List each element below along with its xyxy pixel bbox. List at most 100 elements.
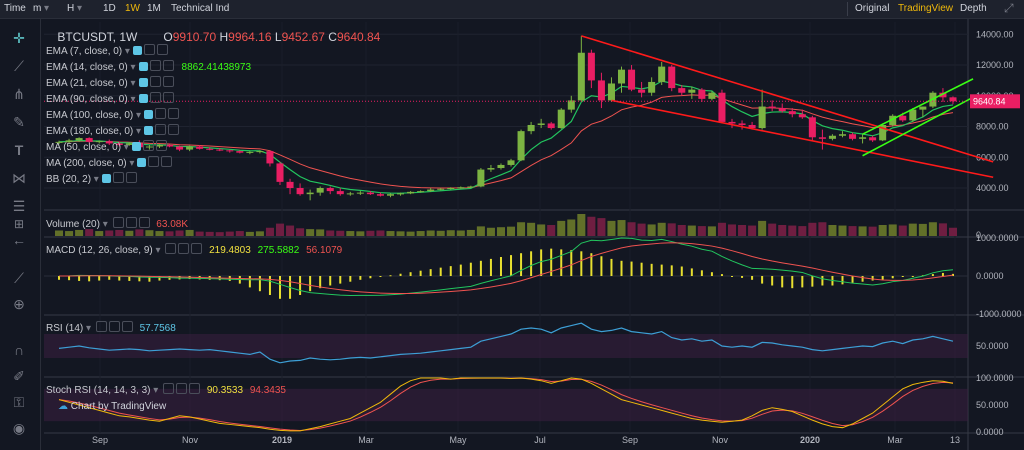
interval-1w[interactable]: 1W xyxy=(125,3,140,14)
eye-icon[interactable] xyxy=(144,110,154,119)
eye-icon[interactable] xyxy=(144,126,154,135)
descending-trendline-upper xyxy=(581,35,994,163)
fullscreen-icon[interactable]: ⤢ xyxy=(1004,1,1014,15)
close-icon[interactable] xyxy=(162,60,174,71)
tradingview-watermark[interactable]: ☁ Chart by TradingView xyxy=(58,401,167,412)
volume-bar xyxy=(517,222,526,236)
hour-menu[interactable]: H xyxy=(67,3,75,14)
close-icon[interactable] xyxy=(168,108,180,119)
lock-draw-icon[interactable]: ✐ xyxy=(13,368,25,384)
settings-icon[interactable] xyxy=(148,156,160,167)
minute-menu[interactable]: m xyxy=(33,3,42,14)
pitchfork-icon[interactable]: ⋔ xyxy=(13,86,25,102)
volume-bar xyxy=(155,231,164,236)
settings-icon[interactable] xyxy=(142,140,154,151)
magnet-icon[interactable]: ∩ xyxy=(13,342,25,358)
open-value: 9910.70 xyxy=(172,30,217,44)
settings-icon[interactable] xyxy=(149,60,161,71)
settings-icon[interactable] xyxy=(155,124,167,135)
close-icon[interactable] xyxy=(155,140,167,151)
fib-icon[interactable]: ☰ xyxy=(12,198,26,214)
chevron-down-icon[interactable]: ▾ xyxy=(127,62,136,73)
eye-icon[interactable] xyxy=(138,78,148,87)
eye-icon[interactable]: ◉ xyxy=(12,420,26,436)
macd-hist-bar xyxy=(911,276,914,277)
indicator-legend-item[interactable]: EMA (100, close, 0) ▾ xyxy=(46,108,180,121)
candle-body xyxy=(728,121,736,124)
settings-icon[interactable] xyxy=(143,44,155,55)
close-icon[interactable] xyxy=(156,44,168,55)
chevron-down-icon[interactable]: ▾ xyxy=(126,158,135,169)
candle-body xyxy=(457,187,465,189)
candle-body xyxy=(899,115,907,121)
eye-icon[interactable] xyxy=(101,174,111,183)
volume-bar xyxy=(165,231,174,236)
volume-bar xyxy=(416,231,425,236)
x-axis-label: 2019 xyxy=(272,435,292,445)
indicator-legend-item[interactable]: BB (20, 2) ▾ xyxy=(46,172,137,185)
settings-icon[interactable] xyxy=(149,92,161,103)
settings-icon[interactable] xyxy=(141,33,149,41)
candle-body xyxy=(718,92,726,122)
trendline-icon[interactable]: ⟋ xyxy=(14,58,24,74)
volume-bar xyxy=(838,225,847,236)
technical-indicators-button[interactable]: Technical Ind xyxy=(171,3,230,14)
hide-icon[interactable] xyxy=(152,33,160,41)
chevron-down-icon[interactable]: ▾ xyxy=(127,94,136,105)
chevron-down-icon[interactable]: ▾ xyxy=(44,3,50,14)
macd-hist-bar xyxy=(620,260,623,276)
chevron-down-icon[interactable]: ▾ xyxy=(122,46,130,57)
indicator-legend-item[interactable]: EMA (7, close, 0) ▾ xyxy=(46,44,168,57)
eye-icon[interactable] xyxy=(138,62,148,71)
depth-view-button[interactable]: Depth xyxy=(960,3,987,14)
indicator-legend-item[interactable]: MA (200, close, 0) ▾ xyxy=(46,156,173,169)
volume-bar xyxy=(426,230,435,236)
settings-icon[interactable] xyxy=(112,172,124,183)
volume-bar xyxy=(396,231,405,236)
eye-icon[interactable] xyxy=(137,158,147,167)
eye-icon[interactable] xyxy=(138,94,148,103)
back-arrow-icon[interactable]: ← xyxy=(12,232,26,248)
chevron-down-icon[interactable]: ▾ xyxy=(121,142,129,153)
pattern-icon[interactable]: ⋈ xyxy=(12,170,26,186)
close-icon[interactable] xyxy=(168,124,180,135)
crosshair-icon[interactable]: ✛ xyxy=(13,30,25,46)
candle-body xyxy=(75,138,83,141)
macd-hist-bar xyxy=(590,253,593,276)
brush-icon[interactable]: ✎ xyxy=(13,114,25,130)
close-icon[interactable] xyxy=(125,172,137,183)
close-icon[interactable] xyxy=(162,76,174,87)
chevron-down-icon[interactable]: ▾ xyxy=(77,3,83,14)
eye-icon[interactable] xyxy=(132,46,142,55)
interval-1d[interactable]: 1D xyxy=(103,3,116,14)
measure-icon[interactable]: ⊞ xyxy=(13,217,25,231)
interval-1m[interactable]: 1M xyxy=(147,3,161,14)
settings-icon[interactable] xyxy=(155,108,167,119)
settings-icon[interactable] xyxy=(149,76,161,87)
indicator-legend-item[interactable]: EMA (90, close, 0) ▾ xyxy=(46,92,174,105)
indicator-legend-item[interactable]: MA (50, close, 0) ▾ xyxy=(46,140,167,153)
eye-icon[interactable] xyxy=(131,142,141,151)
chevron-down-icon[interactable]: ▾ xyxy=(133,110,142,121)
chevron-down-icon[interactable]: ▾ xyxy=(127,78,136,89)
collapse-icon[interactable] xyxy=(46,33,54,41)
close-icon[interactable] xyxy=(162,92,174,103)
volume-bar xyxy=(306,229,315,236)
lock-icon[interactable]: ⚿ xyxy=(13,394,25,410)
candle-body xyxy=(597,80,605,101)
tradingview-view-button[interactable]: TradingView xyxy=(898,3,954,14)
indicator-legend-item[interactable]: EMA (21, close, 0) ▾ xyxy=(46,76,174,89)
original-view-button[interactable]: Original xyxy=(855,3,890,14)
time-menu[interactable]: Time xyxy=(4,3,26,14)
indicator-legend-item[interactable]: EMA (180, close, 0) ▾ xyxy=(46,124,180,137)
zoom-icon[interactable]: ⊕ xyxy=(13,296,25,312)
chevron-down-icon[interactable]: ▾ xyxy=(133,126,142,137)
text-icon[interactable]: T xyxy=(14,142,24,158)
indicator-legend-item[interactable]: EMA (14, close, 0) ▾ 8862.41438973 xyxy=(46,60,251,73)
close-icon[interactable] xyxy=(161,156,173,167)
ruler-icon[interactable]: ⟋ xyxy=(14,270,24,286)
chevron-down-icon[interactable]: ▾ xyxy=(91,174,99,185)
volume-bar xyxy=(727,224,737,236)
macd-hist-bar xyxy=(309,276,312,292)
